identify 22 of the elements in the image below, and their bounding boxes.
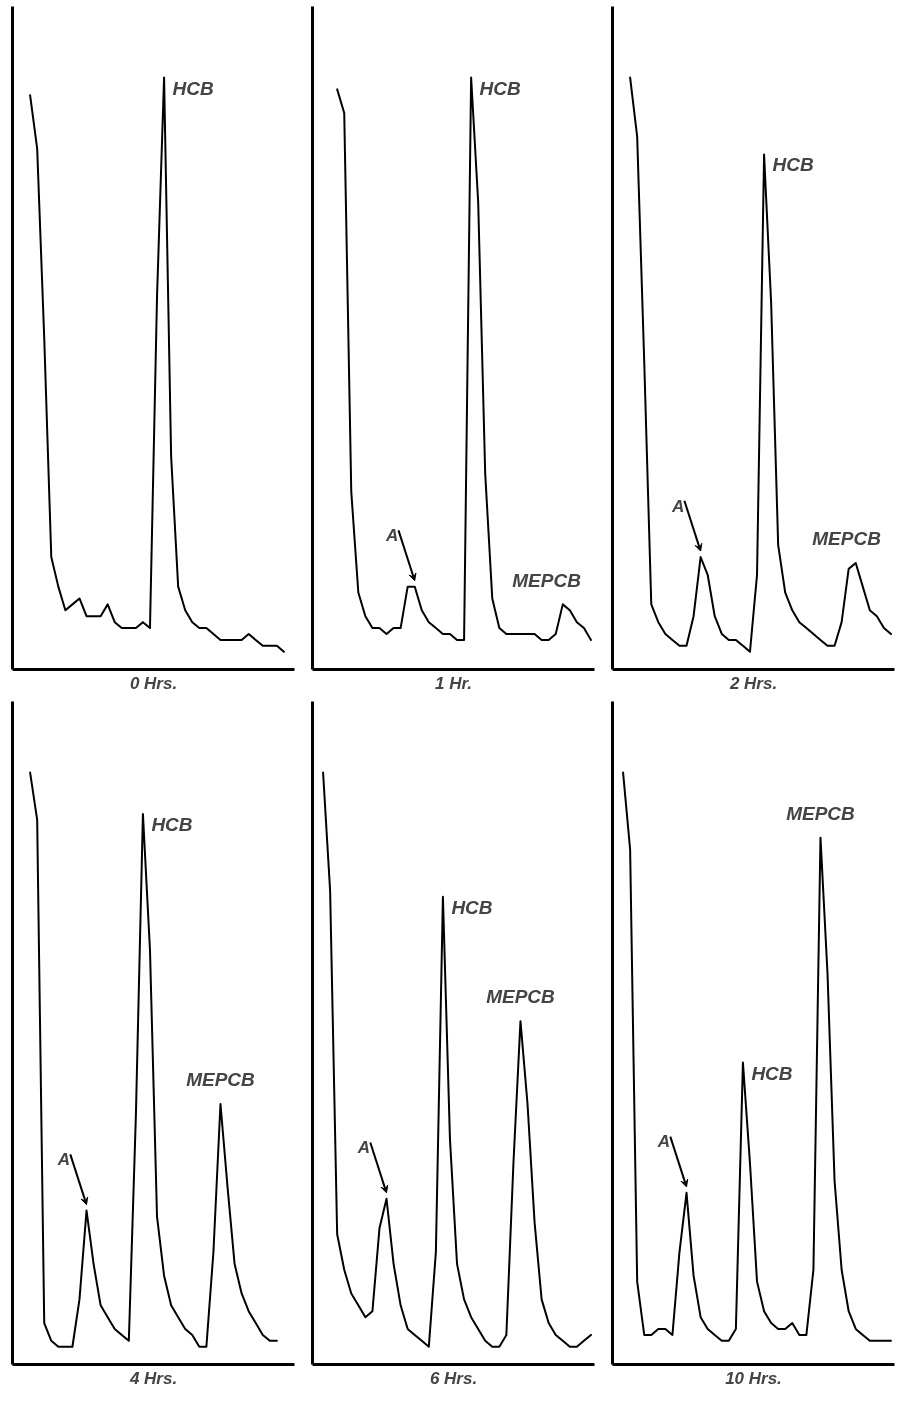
- annotation: MEPCB: [786, 802, 856, 824]
- annotation: MEPCB: [512, 569, 582, 591]
- annotation: MEPCB: [186, 1069, 256, 1091]
- annotation: HCB: [772, 154, 814, 176]
- x-axis-title: 2 Hrs.: [728, 673, 778, 693]
- x-axis-title: 10 Hrs.: [725, 1368, 782, 1388]
- annotation: HCB: [451, 896, 493, 918]
- x-axis-title: 0 Hrs.: [129, 673, 178, 693]
- annotation: HCB: [151, 813, 193, 835]
- annotation: A: [56, 1150, 71, 1170]
- annotation: A: [670, 496, 685, 516]
- annotation: A: [356, 1138, 371, 1158]
- annotation: A: [656, 1132, 671, 1152]
- annotation: MEPCB: [486, 986, 556, 1008]
- x-axis-title: 1 Hr.: [435, 673, 472, 693]
- x-axis-title: 4 Hrs.: [128, 1368, 178, 1388]
- annotation: HCB: [479, 77, 522, 99]
- x-axis-title: 6 Hrs.: [429, 1368, 478, 1388]
- annotation: HCB: [751, 1062, 793, 1084]
- annotation: HCB: [172, 77, 214, 99]
- annotation: A: [385, 526, 399, 546]
- annotation: MEPCB: [812, 528, 882, 550]
